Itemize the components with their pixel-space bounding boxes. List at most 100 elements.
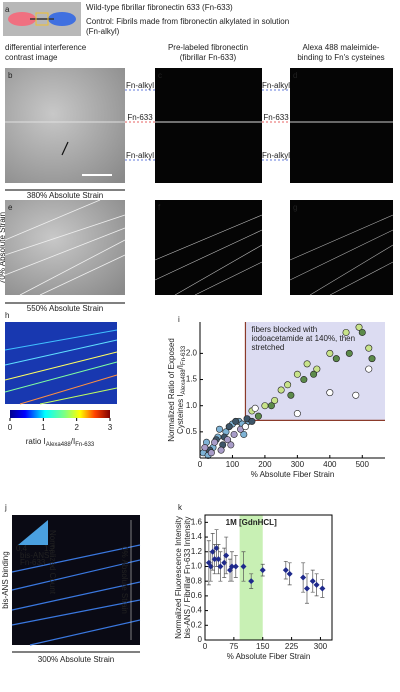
fiber-label: Fn-alkyl <box>262 151 290 160</box>
y-tick-label: 1.4 <box>191 532 203 541</box>
point <box>207 563 214 570</box>
strain-label: 0% Absolute Strain <box>120 546 129 614</box>
point <box>332 355 340 363</box>
image-b <box>5 68 125 183</box>
x-axis-title: % Absolute Fiber Strain <box>251 470 335 479</box>
point <box>230 430 238 438</box>
y-axis-title: Normalized Fluorescence Intensity <box>174 516 183 639</box>
point <box>232 417 240 425</box>
point <box>309 578 316 585</box>
point <box>240 563 247 570</box>
point <box>286 570 293 577</box>
point <box>241 423 249 431</box>
image-e <box>5 200 125 295</box>
point <box>303 585 310 592</box>
strain-label: 70% Absolute Strain <box>0 212 7 284</box>
image-d <box>290 68 393 183</box>
point <box>368 355 376 363</box>
point <box>240 430 248 438</box>
point <box>293 410 301 418</box>
y-axis-title-part: Fn-633 <box>181 345 187 365</box>
panel-label: b <box>8 71 13 80</box>
point <box>345 349 353 357</box>
annotation: iodoacetamide at 140%, then <box>251 334 355 343</box>
point <box>313 581 320 588</box>
image-g <box>290 200 393 295</box>
y-tick-label: 0.4 <box>191 606 203 615</box>
point <box>271 396 279 404</box>
x-tick-label: 0 <box>203 642 208 651</box>
point <box>303 360 311 368</box>
y-tick-label: 1.5 <box>186 375 198 384</box>
x-tick-label: 500 <box>356 460 370 469</box>
point <box>365 365 373 373</box>
panel-label: j <box>4 503 7 512</box>
y-tick-label: 1.0 <box>186 401 198 410</box>
point <box>287 391 295 399</box>
label-guides <box>125 89 290 161</box>
strain-label: 550% Absolute Strain <box>27 304 104 313</box>
column-header: contrast image <box>5 53 58 62</box>
x-tick-label: 200 <box>258 460 272 469</box>
colorbar-label-part: /I <box>71 437 75 446</box>
panel-label: e <box>8 203 13 212</box>
point <box>248 417 256 425</box>
y-axis-title-part: Alexa488 <box>181 369 187 395</box>
y-axis-title: bis-ANS / Fibrillar Fn-633 Intensity <box>183 517 192 639</box>
inset-text: Normalized Count <box>48 530 57 595</box>
y-tick-label: 0.5 <box>186 427 198 436</box>
fibers-e <box>4 199 126 296</box>
annotation: stretched <box>251 343 284 352</box>
column-header: Alexa 488 maleimide- <box>303 43 380 52</box>
y-tick-label: 0.6 <box>191 591 203 600</box>
point <box>228 563 235 570</box>
panel-label: i <box>178 315 180 324</box>
point <box>267 402 275 410</box>
point <box>207 449 215 457</box>
strain-label: 300% Absolute Strain <box>38 655 115 664</box>
image-f <box>155 200 262 295</box>
colorbar-label-part: ratio I <box>26 437 46 446</box>
y-tick-label: 1.2 <box>191 547 203 556</box>
point <box>254 412 262 420</box>
x-tick-label: 400 <box>323 460 337 469</box>
inset-text: bis-ANS <box>20 551 49 560</box>
panel-label: k <box>178 503 183 512</box>
point <box>261 402 269 410</box>
panel-label: g <box>293 203 297 212</box>
panel-label: f <box>158 203 161 212</box>
point <box>326 389 334 397</box>
legend-control: Control: Fibrils made from fibronectin a… <box>86 17 289 26</box>
fiber-label: Fn-633 <box>263 113 289 122</box>
point <box>355 323 363 331</box>
y-tick-label: 0.2 <box>191 620 203 629</box>
column-header: Pre-labeled fibronectin <box>168 43 248 52</box>
y-axis-title: Cysteines IAlexa488/IFn-633 <box>176 345 186 434</box>
point <box>319 585 326 592</box>
point <box>352 391 360 399</box>
x-tick-label: 225 <box>285 642 299 651</box>
y-tick-label: 1.6 <box>191 517 203 526</box>
annotation: fibers blocked with <box>251 325 317 334</box>
inset-text: 0.4 <box>16 544 28 553</box>
point <box>300 574 307 581</box>
point <box>221 559 228 566</box>
panel-label: c <box>158 71 162 80</box>
point <box>209 548 216 555</box>
point <box>365 344 373 352</box>
j-ylabel: bis-ANS binding <box>1 551 10 608</box>
point <box>217 563 224 570</box>
y-tick-label: 0.8 <box>191 576 203 585</box>
inset-text: Fn-633 <box>20 558 46 567</box>
point <box>277 386 285 394</box>
colorbar-label-part: Fn-633 <box>75 442 95 448</box>
point <box>248 578 255 585</box>
point <box>211 556 218 563</box>
point <box>259 567 266 574</box>
fiber-label: Fn-alkyl <box>126 151 154 160</box>
point <box>358 328 366 336</box>
point <box>293 370 301 378</box>
point <box>225 423 233 431</box>
point <box>232 563 239 570</box>
